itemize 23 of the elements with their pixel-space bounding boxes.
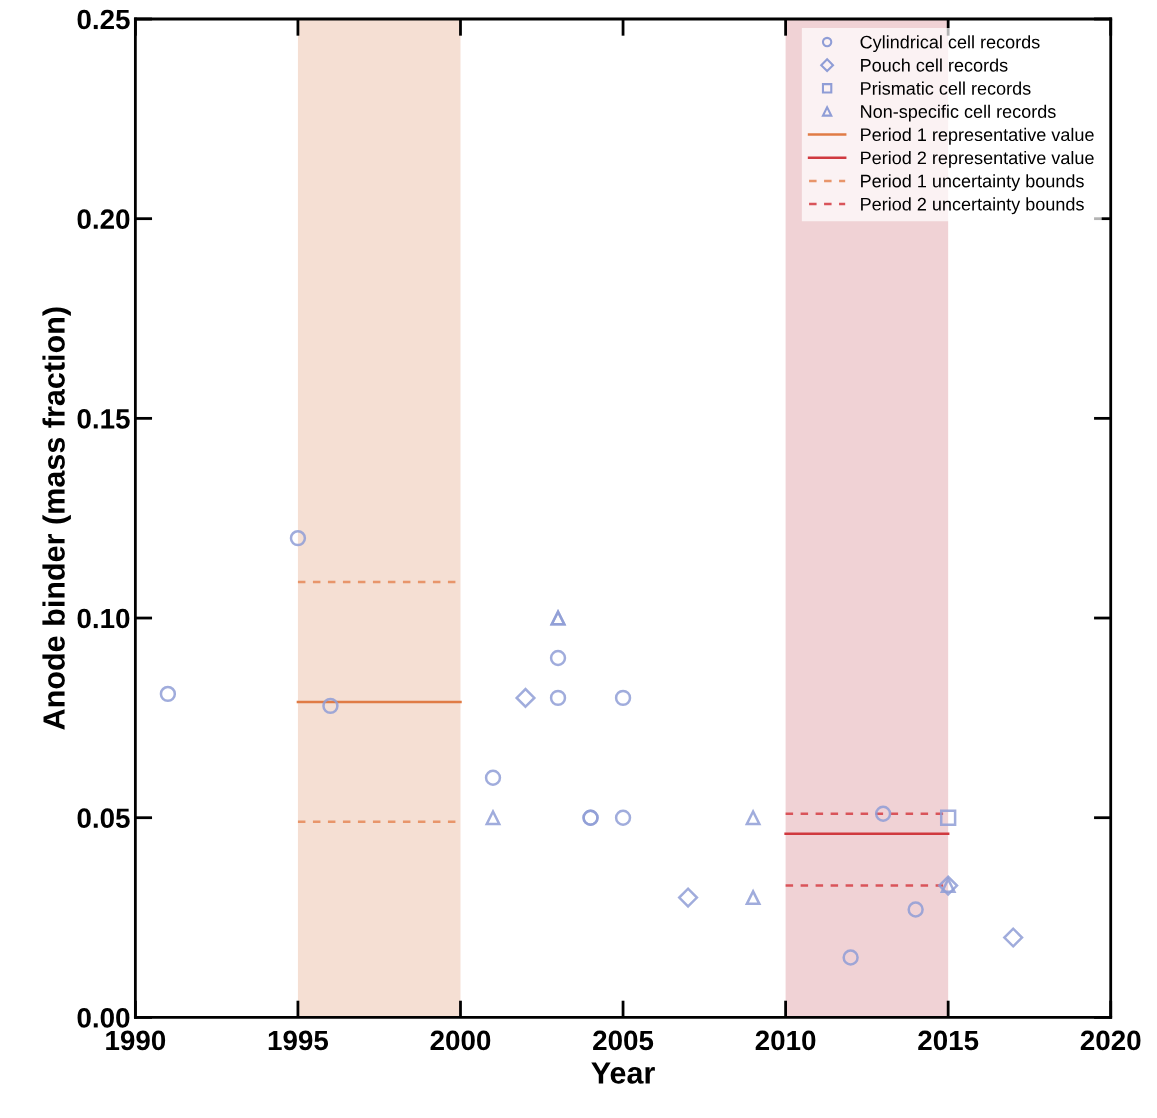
x-tick-label: 2010 <box>755 1030 816 1051</box>
x-tick-label: 2000 <box>430 1030 491 1051</box>
legend-label: Period 1 uncertainty bounds <box>861 174 1084 191</box>
legend-label: Non-specific cell records <box>861 104 1056 122</box>
y-tick-label: 0.20 <box>77 209 130 230</box>
x-tick-label: 2020 <box>1080 1030 1141 1051</box>
legend-label: Pouch cell records <box>861 58 1008 72</box>
x-tick-label: 2005 <box>593 1030 654 1051</box>
x-tick-label: 1990 <box>106 1030 166 1051</box>
legend-label: Period 1 representative value <box>861 127 1094 145</box>
y-tick-label: 0.25 <box>77 9 130 30</box>
legend-label: Period 2 representative value <box>861 151 1094 168</box>
legend-label: Prismatic cell records <box>861 81 1031 95</box>
legend-label: Cylindrical cell records <box>860 35 1040 53</box>
y-axis-title: Anode binder (mass fraction) <box>42 307 71 730</box>
x-tick-label: 1995 <box>268 1030 329 1051</box>
x-axis-title: Year <box>591 1062 655 1084</box>
y-tick-label: 0.00 <box>77 1008 130 1028</box>
x-tick-label: 2015 <box>918 1030 979 1051</box>
y-tick-label: 0.15 <box>77 409 130 429</box>
y-tick-label: 0.10 <box>77 608 130 629</box>
legend-label: Period 2 uncertainty bounds <box>861 197 1084 215</box>
y-tick-label: 0.05 <box>77 808 130 829</box>
